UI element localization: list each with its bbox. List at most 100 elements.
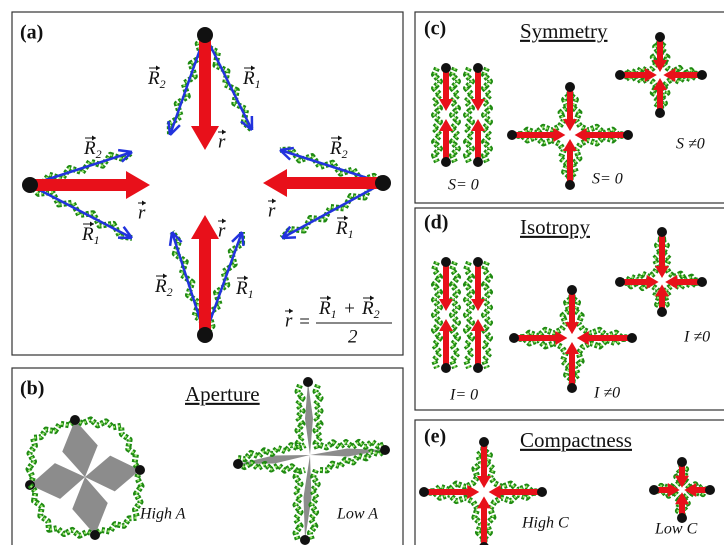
bead [479,437,489,447]
vector-line [282,183,383,238]
bead [303,377,313,387]
vector-label: R1 [235,278,254,300]
aperture-area [310,449,385,457]
vector-subscript: 1 [94,233,100,247]
vector-label: r [285,310,293,331]
vector-head [282,237,296,238]
bead [509,333,519,343]
bead [197,327,213,343]
bead [697,277,707,287]
chain [512,87,571,136]
bead [70,415,80,425]
panel-title: Compactness [520,428,632,452]
caption: Low A [336,506,378,523]
figure: (a) (b) (c) (d) (e) Aperture Symmetry Is… [0,0,724,545]
vector-symbol: R [335,218,348,239]
bead [473,157,483,167]
vector-subscript: 2 [160,77,166,91]
vector-subscript: 1 [348,227,354,241]
force-arrow [439,319,453,368]
bead [623,130,633,140]
bead [657,307,667,317]
bead [197,27,213,43]
vector-subscript: 2 [374,307,380,321]
bead [441,63,451,73]
vector-label: R1 [242,68,261,90]
bead [567,383,577,393]
force-arrow [191,215,219,335]
vector-head [242,232,243,246]
bead [300,535,310,545]
bead [441,257,451,267]
bead [375,175,391,191]
formula-equals: = [298,311,311,332]
bead [655,108,665,118]
bead [419,487,429,497]
bead [473,63,483,73]
bead [615,70,625,80]
vector-label: R2 [83,138,102,160]
vector-symbol: R [242,68,255,89]
vector-line [30,185,132,238]
chain [514,290,573,339]
vector-symbol: R [329,138,342,159]
bead [22,177,38,193]
chain-highlight [512,134,571,185]
vector-subscript: 2 [167,285,173,299]
vector-symbol: R [147,68,160,89]
chain-highlight [569,87,628,136]
vector-head [168,121,170,135]
bead [473,257,483,267]
bead [697,70,707,80]
chain-highlight [424,491,485,545]
vector-symbol: R [83,138,96,159]
vector-label: R1 [318,298,337,320]
bead [565,180,575,190]
bead [657,227,667,237]
vector-label: R2 [329,138,348,160]
caption: I ≠0 [683,329,710,346]
caption: S= 0 [448,177,479,194]
caption: High C [521,515,569,532]
vector-label: R1 [335,218,354,240]
vector-label: r [218,131,226,152]
vector-subscript: 1 [248,287,254,301]
force-arrow [471,262,485,311]
bead [441,363,451,373]
aperture-area [30,463,85,499]
caption: Low C [654,521,698,538]
caption: I ≠0 [593,385,620,402]
bead [441,157,451,167]
bead [655,32,665,42]
vector-head [280,148,294,150]
aperture-area [305,382,313,455]
bead [677,457,687,467]
panel-label: (e) [424,426,446,448]
vector-label: R1 [81,224,100,246]
panel-title: Isotropy [520,215,590,239]
bead [90,530,100,540]
force-arrow [471,319,485,368]
vector-symbol: R [235,278,248,299]
vector-label: r [138,202,146,223]
caption: S ≠0 [676,136,705,153]
aperture-area [72,477,107,535]
vector-label: R2 [147,68,166,90]
chain-highlight [514,337,573,388]
chain-highlight [571,337,632,388]
bead [565,82,575,92]
bead [627,333,637,343]
vector-subscript: 1 [255,77,261,91]
vector-symbol: R [361,298,374,319]
formula-denominator: 2 [348,326,358,347]
panel-label: (b) [20,378,44,400]
bead [233,459,243,469]
panel-label: (a) [20,22,43,44]
vector-subscript: 1 [331,307,337,321]
vector-symbol: R [81,224,94,245]
bead [135,465,145,475]
chain-highlight [424,442,485,493]
caption: S= 0 [592,171,623,188]
aperture-area [62,420,97,477]
force-arrow [439,262,453,311]
